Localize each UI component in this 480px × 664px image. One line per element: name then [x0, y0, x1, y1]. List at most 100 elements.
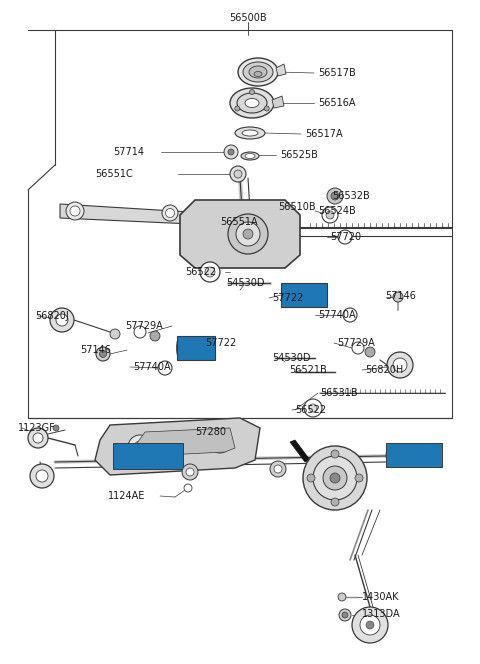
Circle shape: [243, 229, 253, 239]
Circle shape: [134, 441, 146, 453]
Text: 56820H: 56820H: [365, 365, 403, 375]
Text: 57722: 57722: [272, 293, 303, 303]
Text: 56500B: 56500B: [229, 13, 267, 23]
Circle shape: [66, 202, 84, 220]
Text: 56525B: 56525B: [280, 150, 318, 160]
Circle shape: [360, 615, 380, 635]
Circle shape: [323, 466, 347, 490]
Text: 54530D: 54530D: [272, 353, 311, 363]
Ellipse shape: [206, 337, 214, 359]
Text: 56521B: 56521B: [289, 365, 327, 375]
Circle shape: [250, 90, 254, 94]
Circle shape: [36, 470, 48, 482]
Polygon shape: [113, 443, 183, 469]
Circle shape: [70, 206, 80, 216]
Circle shape: [331, 450, 339, 458]
Circle shape: [186, 468, 194, 476]
Circle shape: [365, 347, 375, 357]
Circle shape: [184, 484, 192, 492]
Circle shape: [342, 612, 348, 618]
Circle shape: [355, 474, 363, 482]
Text: 57729A: 57729A: [337, 338, 375, 348]
Text: 57146: 57146: [385, 291, 416, 301]
Ellipse shape: [400, 444, 408, 466]
Text: 57720: 57720: [330, 232, 361, 242]
Circle shape: [158, 361, 172, 375]
Text: 57740A: 57740A: [318, 310, 356, 320]
Ellipse shape: [305, 284, 312, 306]
Text: 56517B: 56517B: [318, 68, 356, 78]
Circle shape: [313, 456, 357, 500]
Circle shape: [224, 145, 238, 159]
Ellipse shape: [182, 337, 190, 359]
Ellipse shape: [243, 62, 273, 82]
Circle shape: [235, 106, 240, 111]
Circle shape: [205, 267, 215, 277]
Circle shape: [331, 498, 339, 506]
Circle shape: [322, 207, 338, 223]
Text: 56517A: 56517A: [305, 129, 343, 139]
Text: 57722: 57722: [205, 338, 236, 348]
Ellipse shape: [300, 284, 307, 306]
Circle shape: [387, 352, 413, 378]
Polygon shape: [95, 418, 260, 475]
Circle shape: [352, 342, 364, 354]
Ellipse shape: [393, 444, 401, 466]
Ellipse shape: [230, 88, 274, 118]
Polygon shape: [386, 443, 442, 467]
Circle shape: [309, 404, 317, 412]
Ellipse shape: [288, 284, 295, 306]
Circle shape: [352, 607, 388, 643]
Text: 56524B: 56524B: [318, 206, 356, 216]
Circle shape: [210, 433, 230, 453]
Circle shape: [274, 465, 282, 473]
Circle shape: [134, 326, 146, 338]
Ellipse shape: [154, 444, 163, 468]
Text: 1430AK: 1430AK: [362, 592, 399, 602]
Circle shape: [150, 331, 160, 341]
Ellipse shape: [177, 337, 183, 359]
Polygon shape: [290, 440, 310, 462]
Circle shape: [162, 205, 178, 221]
Circle shape: [307, 474, 315, 482]
Ellipse shape: [312, 284, 319, 306]
Ellipse shape: [121, 444, 131, 468]
Polygon shape: [180, 200, 300, 268]
Polygon shape: [276, 64, 286, 76]
Ellipse shape: [242, 130, 258, 136]
Ellipse shape: [421, 444, 429, 466]
Text: 54530D: 54530D: [226, 278, 264, 288]
Polygon shape: [272, 96, 284, 108]
Circle shape: [30, 464, 54, 488]
Circle shape: [96, 347, 110, 361]
Ellipse shape: [245, 98, 259, 108]
Ellipse shape: [428, 444, 436, 466]
Ellipse shape: [249, 66, 267, 78]
Circle shape: [200, 262, 220, 282]
Text: 56551A: 56551A: [220, 217, 258, 227]
Text: 57729A: 57729A: [125, 321, 163, 331]
Ellipse shape: [386, 444, 394, 466]
Ellipse shape: [161, 444, 170, 468]
Text: 1313DA: 1313DA: [362, 609, 401, 619]
Text: 56510B: 56510B: [278, 202, 316, 212]
Text: 56516A: 56516A: [318, 98, 356, 108]
Text: 1123GF: 1123GF: [18, 423, 56, 433]
Circle shape: [366, 621, 374, 629]
Ellipse shape: [235, 127, 265, 139]
Circle shape: [331, 192, 339, 200]
Circle shape: [50, 308, 74, 332]
Circle shape: [338, 230, 352, 244]
Ellipse shape: [317, 284, 324, 306]
Circle shape: [303, 446, 367, 510]
Polygon shape: [60, 204, 192, 224]
Circle shape: [330, 473, 340, 483]
Circle shape: [393, 292, 403, 302]
Ellipse shape: [137, 444, 146, 468]
Circle shape: [128, 435, 152, 459]
Ellipse shape: [201, 337, 207, 359]
Circle shape: [343, 308, 357, 322]
Ellipse shape: [237, 93, 267, 113]
Polygon shape: [135, 428, 235, 456]
Text: 1124AE: 1124AE: [108, 491, 145, 501]
